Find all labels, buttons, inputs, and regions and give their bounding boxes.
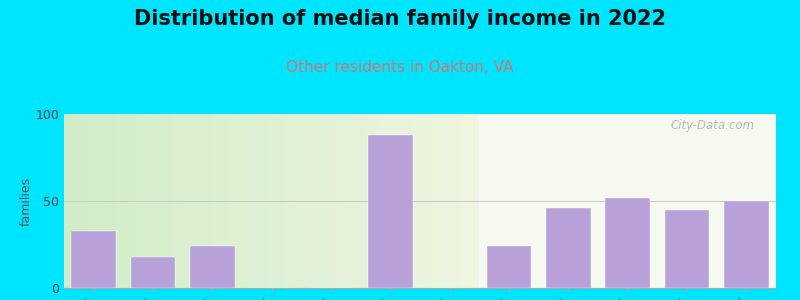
Bar	[420, 114, 426, 288]
Bar	[450, 114, 456, 288]
Bar	[64, 114, 70, 288]
Bar	[396, 114, 402, 288]
Bar	[366, 114, 373, 288]
Bar	[438, 114, 444, 288]
Bar	[546, 208, 590, 288]
Bar	[147, 114, 153, 288]
Bar	[130, 114, 135, 288]
Bar	[70, 114, 76, 288]
Bar	[212, 114, 218, 288]
Bar	[76, 114, 82, 288]
Bar	[432, 114, 438, 288]
Bar	[319, 114, 325, 288]
Bar	[361, 114, 366, 288]
Bar	[82, 114, 88, 288]
Bar	[106, 114, 111, 288]
Bar	[177, 114, 182, 288]
Bar	[248, 114, 254, 288]
Bar	[307, 114, 314, 288]
Bar	[94, 114, 99, 288]
Bar	[260, 114, 266, 288]
Bar	[201, 114, 206, 288]
Text: Distribution of median family income in 2022: Distribution of median family income in …	[134, 9, 666, 29]
Bar	[314, 114, 319, 288]
Bar	[606, 197, 650, 288]
Bar	[266, 114, 272, 288]
Bar	[278, 114, 283, 288]
Bar	[378, 114, 384, 288]
Bar	[474, 114, 479, 288]
Bar	[218, 114, 224, 288]
Bar	[153, 114, 159, 288]
Bar	[135, 114, 141, 288]
Bar	[455, 114, 462, 288]
Bar	[408, 114, 414, 288]
Bar	[272, 114, 278, 288]
Bar	[343, 114, 349, 288]
Bar	[182, 114, 189, 288]
Bar	[295, 114, 302, 288]
Bar	[141, 114, 147, 288]
Bar	[444, 114, 450, 288]
Y-axis label: families: families	[19, 176, 33, 226]
Bar	[290, 114, 295, 288]
Bar	[170, 114, 177, 288]
Bar	[467, 114, 474, 288]
Bar	[159, 114, 165, 288]
Bar	[165, 114, 171, 288]
Bar	[88, 114, 94, 288]
Bar	[390, 114, 396, 288]
Bar	[194, 114, 201, 288]
Bar	[331, 114, 337, 288]
Bar	[325, 114, 331, 288]
Bar	[479, 114, 800, 288]
Bar	[665, 210, 710, 288]
Bar	[242, 114, 248, 288]
Bar	[414, 114, 420, 288]
Bar	[254, 114, 260, 288]
Bar	[123, 114, 130, 288]
Bar	[71, 231, 116, 288]
Bar	[118, 114, 123, 288]
Bar	[462, 114, 467, 288]
Bar	[224, 114, 230, 288]
Bar	[402, 114, 408, 288]
Bar	[349, 114, 354, 288]
Bar	[189, 114, 194, 288]
Bar	[354, 114, 361, 288]
Bar	[111, 114, 118, 288]
Bar	[236, 114, 242, 288]
Bar	[337, 114, 343, 288]
Bar	[302, 114, 307, 288]
Bar	[426, 114, 432, 288]
Bar	[230, 114, 236, 288]
Bar	[486, 246, 531, 288]
Bar	[724, 201, 769, 288]
Bar	[283, 114, 290, 288]
Text: Other residents in Oakton, VA: Other residents in Oakton, VA	[286, 60, 514, 75]
Bar	[99, 114, 106, 288]
Bar	[373, 114, 378, 288]
Bar	[190, 246, 234, 288]
Text: City-Data.com: City-Data.com	[670, 119, 754, 132]
Bar	[368, 135, 413, 288]
Bar	[130, 257, 175, 288]
Bar	[384, 114, 390, 288]
Bar	[206, 114, 212, 288]
